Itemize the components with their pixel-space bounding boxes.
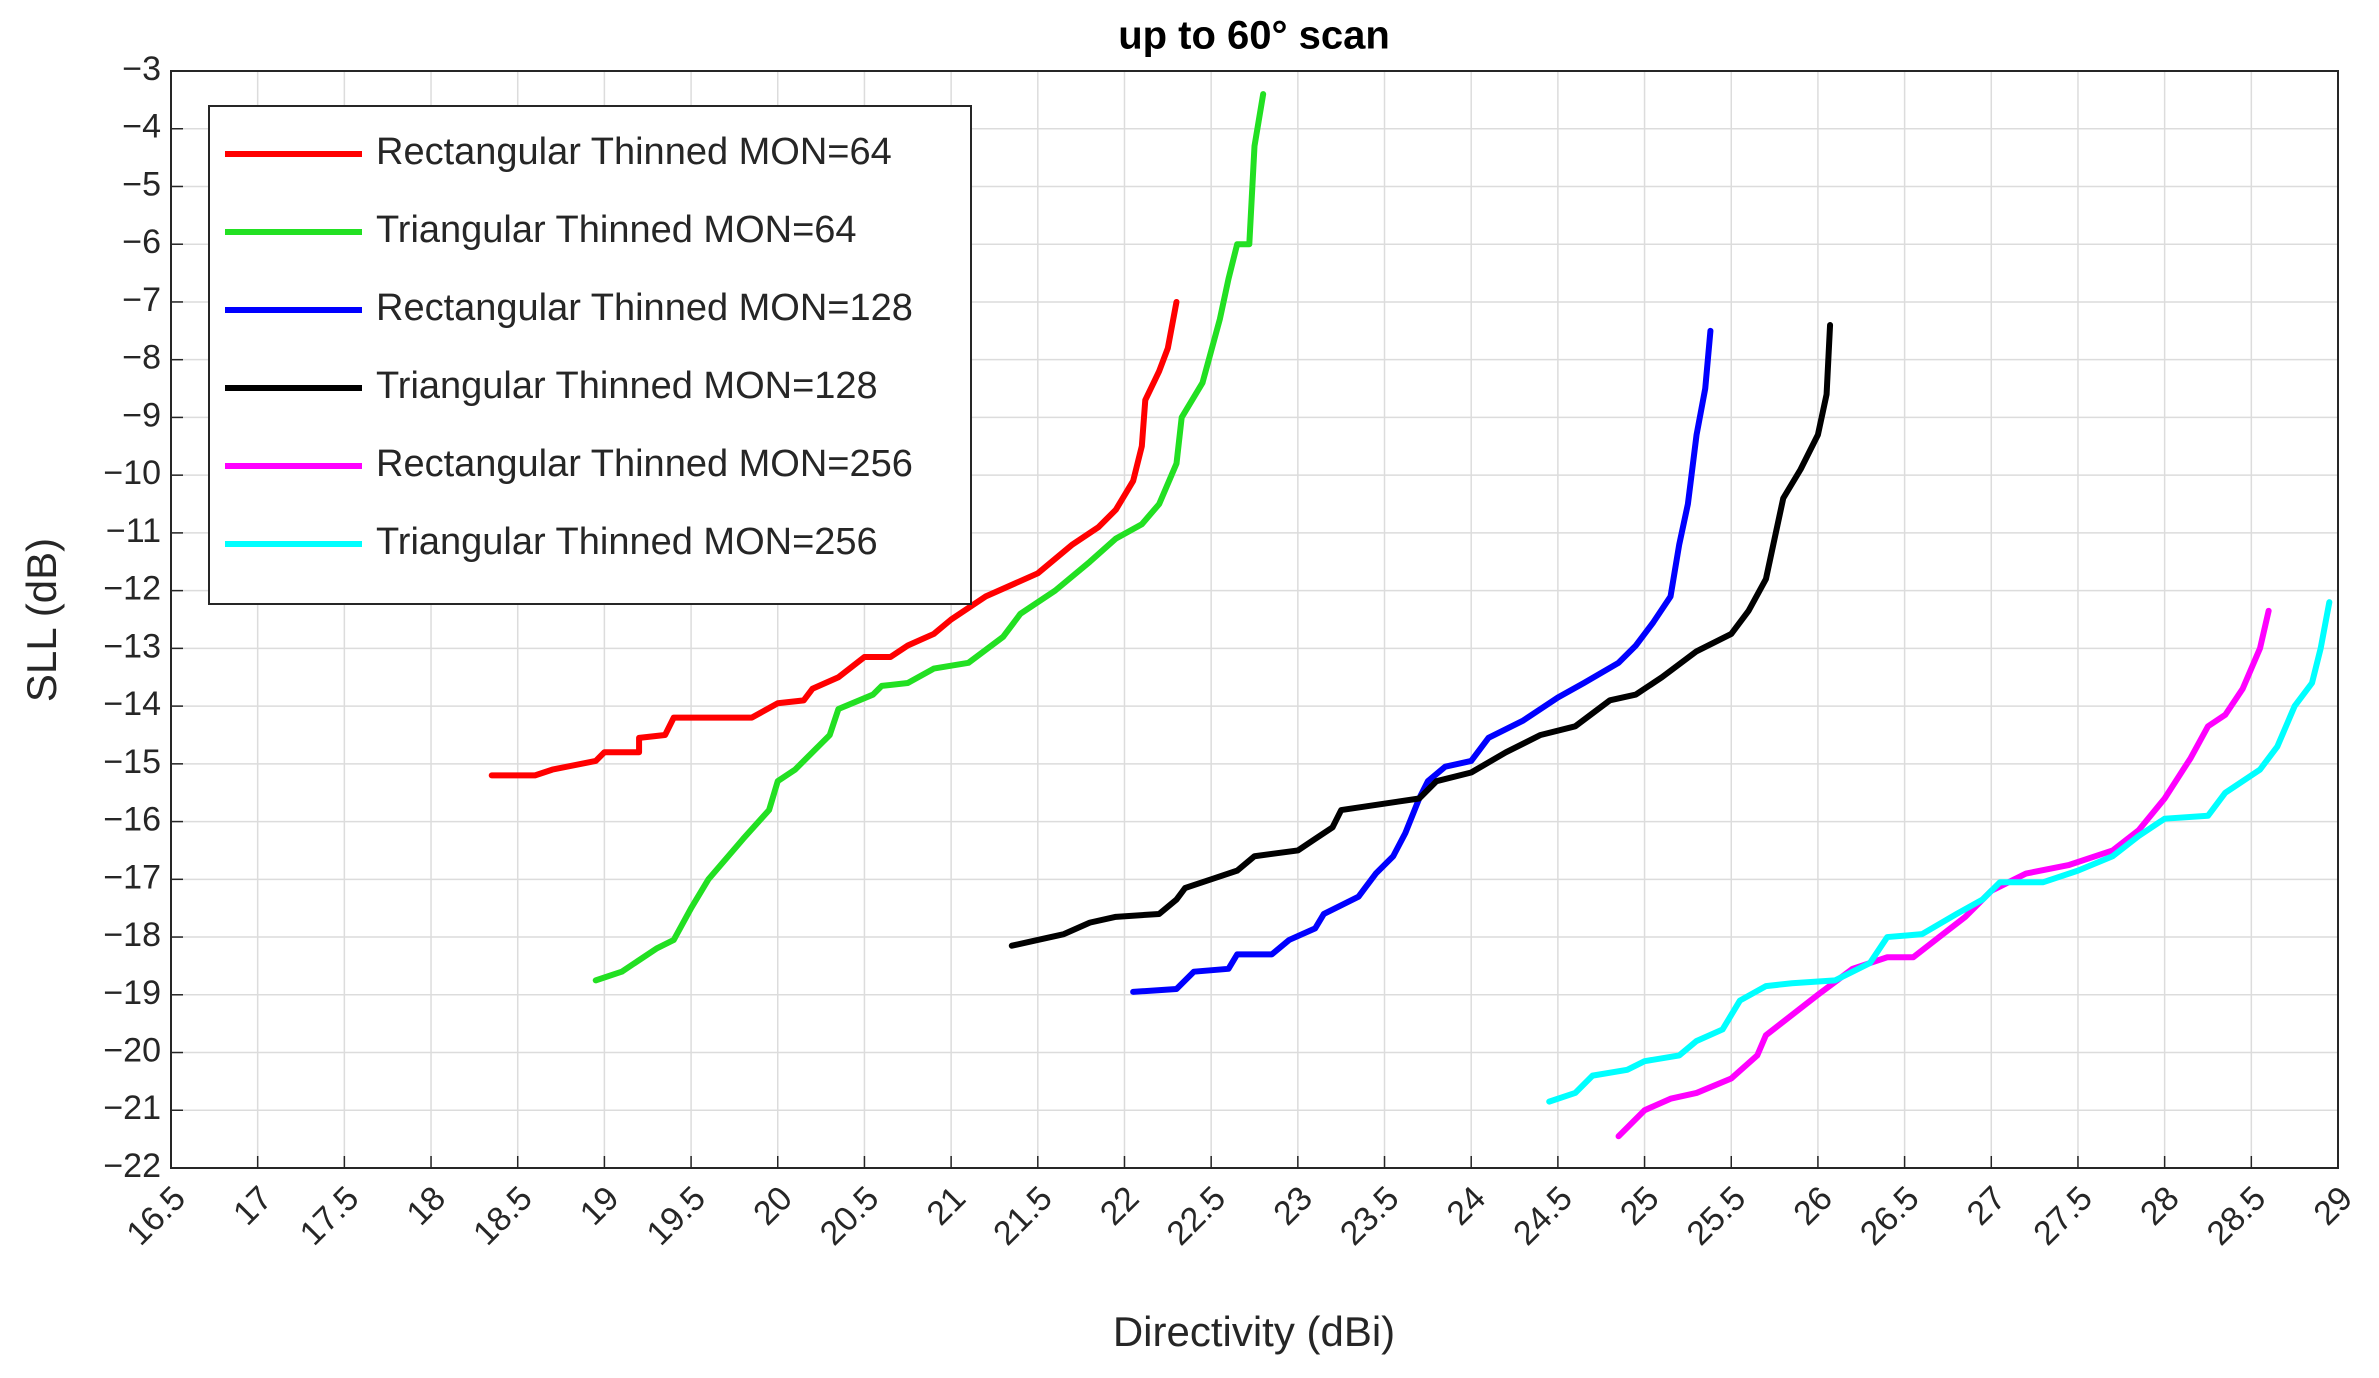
- y-axis-label: SLL (dB): [18, 538, 65, 702]
- y-tick-label: −11: [106, 512, 161, 550]
- legend-label: Rectangular Thinned MON=128: [376, 287, 913, 329]
- x-axis-label: Directivity (dBi): [1113, 1308, 1395, 1355]
- y-tick-label: −18: [103, 916, 161, 954]
- series-line: [1008, 322, 1834, 949]
- legend-label: Triangular Thinned MON=256: [376, 521, 878, 563]
- y-tick-label: −10: [103, 454, 161, 492]
- y-tick-label: −21: [103, 1089, 161, 1127]
- y-tick-label: −8: [122, 339, 161, 377]
- y-tick-label: −9: [122, 396, 161, 434]
- series-line: [488, 298, 1180, 779]
- chart-title: up to 60° scan: [1118, 14, 1390, 58]
- y-tick-label: −12: [103, 570, 161, 608]
- series-line: [1546, 599, 2333, 1105]
- series-line: [1615, 607, 2272, 1140]
- y-tick-label: −22: [103, 1147, 161, 1185]
- legend-label: Rectangular Thinned MON=256: [376, 443, 913, 485]
- y-tick-label: −3: [122, 50, 161, 88]
- legend-box: [208, 105, 972, 605]
- legend-label: Triangular Thinned MON=64: [376, 209, 857, 251]
- y-tick-label: −6: [122, 223, 161, 261]
- y-tick-label: −15: [103, 743, 161, 781]
- y-tick-label: −5: [122, 165, 161, 203]
- y-tick-label: −16: [103, 801, 161, 839]
- legend-label: Triangular Thinned MON=128: [376, 365, 878, 407]
- y-tick-label: −14: [103, 685, 161, 723]
- y-tick-label: −4: [122, 108, 161, 146]
- y-tick-label: −19: [103, 974, 161, 1012]
- plot-frame: [170, 70, 2339, 1169]
- series-line: [1130, 327, 1714, 995]
- y-tick-label: −17: [103, 858, 161, 896]
- y-tick-label: −7: [122, 281, 161, 319]
- series-line: [592, 91, 1267, 984]
- y-tick-label: −20: [103, 1032, 161, 1070]
- y-tick-label: −13: [103, 627, 161, 665]
- legend-label: Rectangular Thinned MON=64: [376, 131, 892, 173]
